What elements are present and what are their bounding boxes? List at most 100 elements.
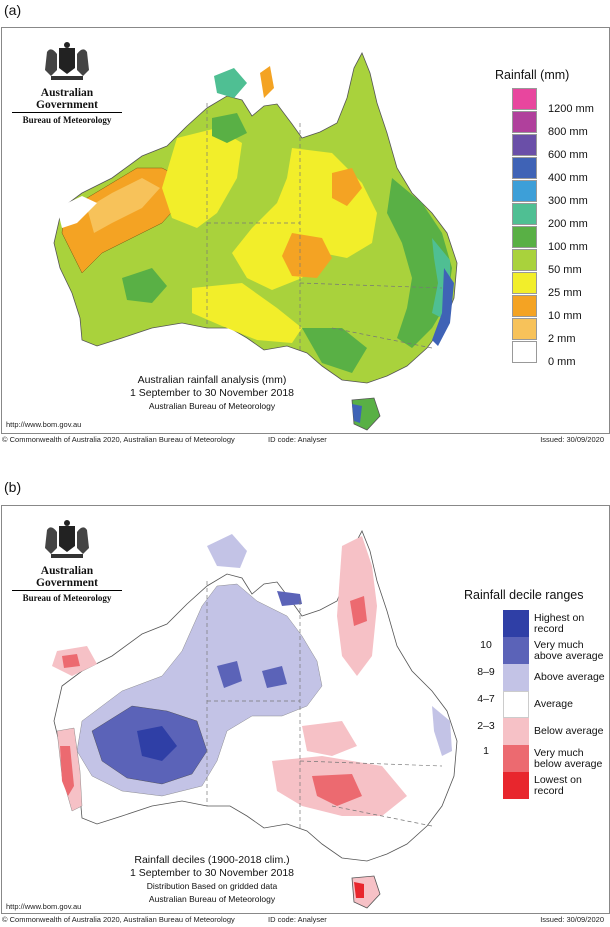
- caption-a: Australian rainfall analysis (mm) 1 Sept…: [112, 374, 312, 413]
- state-borders-b: [206, 581, 443, 831]
- legend-title-a: Rainfall (mm): [495, 68, 570, 82]
- top-end-above: [207, 534, 247, 568]
- legend-swatch: [512, 341, 537, 363]
- vic-very-much-below: [312, 774, 362, 806]
- wa-green: [122, 268, 167, 303]
- caption-b-line4: Australian Bureau of Meteorology: [148, 894, 276, 904]
- legend-swatch: [512, 134, 537, 156]
- west-very-much-below: [60, 746, 74, 796]
- caption-b-line1: Rainfall deciles (1900-2018 clim.): [134, 854, 290, 866]
- rainfall-map-a: [53, 52, 458, 431]
- legend-swatch: [512, 295, 537, 317]
- legend-label: 0 mm: [548, 356, 576, 368]
- legend-label: 25 mm: [548, 287, 582, 299]
- panel-a-label: (a): [4, 2, 22, 18]
- copyright-b: © Commonwealth of Australia 2020, Austra…: [2, 915, 235, 924]
- decile-map-b: [52, 530, 458, 909]
- caption-a-line2: 1 September to 30 November 2018: [129, 387, 295, 399]
- legend-swatch: [503, 610, 529, 637]
- panel-b-map-frame: Australian Government Bureau of Meteorol…: [1, 505, 610, 914]
- legend-swatch: [503, 718, 529, 745]
- legend-label: 1200 mm: [548, 103, 594, 115]
- legend-label: 2 mm: [548, 333, 576, 345]
- legend-swatch: [512, 226, 537, 248]
- legend-swatch: [503, 745, 529, 772]
- legend-label: 10 mm: [548, 310, 582, 322]
- url-b[interactable]: http://www.bom.gov.au: [6, 902, 82, 911]
- legend-swatch: [512, 111, 537, 133]
- cape-york-orange: [260, 66, 274, 98]
- logo-bom-text: Bureau of Meteorology: [22, 593, 112, 603]
- legend-swatch: [503, 637, 529, 664]
- legend-swatch: [503, 691, 529, 718]
- legend-label: 800 mm: [548, 126, 588, 138]
- caption-a-line1: Australian rainfall analysis (mm): [137, 374, 287, 386]
- id-code-b: ID code: Analyser: [268, 915, 327, 924]
- bom-logo-a: Australian Government Bureau of Meteorol…: [12, 40, 122, 125]
- legend-label: Very much above average: [534, 639, 604, 662]
- bom-logo-b: Australian Government Bureau of Meteorol…: [12, 518, 122, 603]
- legend-swatch: [503, 772, 529, 799]
- legend-swatch: [503, 664, 529, 691]
- very-much-above-nt: [217, 661, 242, 688]
- qld-very-much-below: [350, 596, 367, 626]
- interior-yellow-1: [162, 128, 242, 228]
- legend-label: Above average: [534, 671, 605, 683]
- legend-label: 400 mm: [548, 172, 588, 184]
- legend-label: 200 mm: [548, 218, 588, 230]
- caption-b-line2: 1 September to 30 November 2018: [129, 867, 295, 879]
- logo-bom-text: Bureau of Meteorology: [22, 115, 112, 125]
- legend-label: 100 mm: [548, 241, 588, 253]
- legend-decile-label: 4–7: [477, 692, 495, 705]
- legend-decile-label: 10: [480, 638, 492, 651]
- panel-b-label: (b): [4, 479, 22, 495]
- top-end-teal: [214, 68, 247, 98]
- legend-label: 50 mm: [548, 264, 582, 276]
- legend-swatch: [512, 318, 537, 340]
- legend-decile-label: 8–9: [477, 665, 495, 678]
- legend-swatch: [512, 88, 537, 110]
- logo-gov-text: Australian Government: [12, 87, 122, 113]
- tasmania-lowest: [354, 882, 364, 898]
- west-very-dry: [87, 178, 160, 233]
- url-a[interactable]: http://www.bom.gov.au: [6, 420, 82, 429]
- legend-label: 300 mm: [548, 195, 588, 207]
- legend-swatch: [512, 272, 537, 294]
- panel-a-map-frame: Australian Government Bureau of Meteorol…: [1, 27, 610, 434]
- legend-swatch: [512, 180, 537, 202]
- legend-decile-label: 1: [483, 744, 489, 757]
- legend-label: Very much below average: [534, 747, 603, 770]
- logo-gov-text: Australian Government: [12, 565, 122, 591]
- south-yellow: [192, 283, 302, 343]
- caption-b-line3: Distribution Based on gridded data: [146, 881, 278, 891]
- copyright-a: © Commonwealth of Australia 2020, Austra…: [2, 435, 235, 444]
- coat-of-arms-icon: [45, 520, 89, 558]
- central-orange: [282, 233, 332, 278]
- id-code-a: ID code: Analyser: [268, 435, 327, 444]
- west-coast-white: [57, 196, 97, 228]
- state-borders: [206, 103, 443, 353]
- legend-swatch: [512, 203, 537, 225]
- issued-b: Issued: 30/09/2020: [540, 915, 604, 924]
- australia-mainland: [53, 52, 458, 384]
- qld-orange: [332, 168, 362, 206]
- legend-title-b: Rainfall decile ranges: [464, 588, 584, 602]
- caption-b: Rainfall deciles (1900-2018 clim.) 1 Sep…: [112, 854, 312, 906]
- very-much-above-nt2: [262, 666, 287, 688]
- legend-label: Highest on record: [534, 612, 585, 635]
- se-green: [302, 328, 367, 373]
- legend-label: Lowest on record: [534, 774, 582, 797]
- legend-swatch: [512, 249, 537, 271]
- nw-very-much-below: [62, 654, 80, 668]
- very-much-above-n: [277, 591, 302, 606]
- caption-a-line3: Australian Bureau of Meteorology: [148, 401, 276, 411]
- legend-label: 600 mm: [548, 149, 588, 161]
- legend-swatch: [512, 157, 537, 179]
- highest-on-record: [137, 726, 177, 761]
- east-coast-blue: [432, 268, 454, 346]
- sa-below: [302, 721, 357, 756]
- legend-decile-label: 2–3: [477, 719, 495, 732]
- nt-green: [212, 113, 247, 143]
- legend-label: Below average: [534, 725, 604, 737]
- tasmania-blue: [352, 404, 362, 423]
